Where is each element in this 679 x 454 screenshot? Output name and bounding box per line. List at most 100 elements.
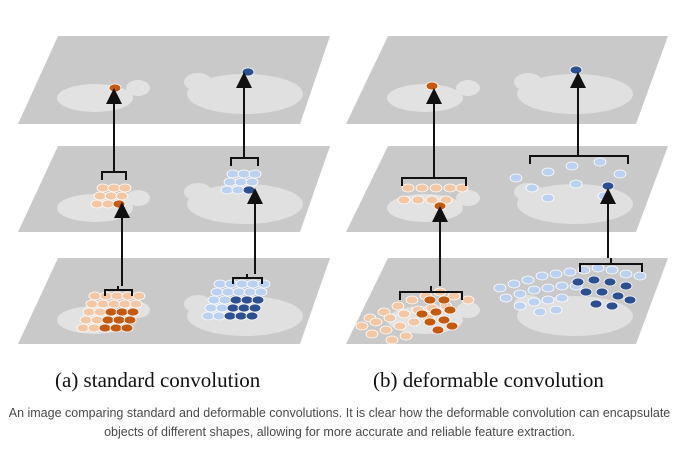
middle-point-blue	[231, 185, 245, 195]
bottom-point-blue	[254, 287, 268, 297]
middle-point-orange	[96, 183, 110, 193]
middle-point-orange	[112, 199, 126, 209]
bottom-point-blue	[245, 311, 259, 321]
middle-point-blue	[569, 179, 583, 189]
bottom-point-orange	[104, 307, 118, 317]
bracket-b-bot-orange	[399, 286, 463, 300]
bottom-point-blue	[213, 279, 227, 289]
bottom-point-orange	[98, 323, 112, 333]
bottom-point-blue	[619, 269, 633, 279]
middle-point-orange	[415, 183, 429, 193]
bottom-point-orange	[96, 299, 110, 309]
bottom-point-orange	[365, 329, 379, 339]
convolution-comparison-figure	[18, 36, 668, 345]
middle-point-orange	[104, 191, 118, 201]
bottom-point-orange	[132, 291, 146, 301]
bottom-point-orange	[123, 315, 137, 325]
bottom-point-blue-dark	[611, 291, 625, 301]
bottom-point-blue	[527, 285, 541, 295]
middle-point-blue	[237, 169, 251, 179]
bottom-point-orange-dark	[445, 321, 459, 331]
bottom-point-blue	[215, 303, 229, 313]
plane-a-bottom	[18, 258, 330, 344]
bottom-point-blue-dark	[589, 299, 603, 309]
plane-b-top	[346, 36, 668, 124]
middle-point-orange	[443, 183, 457, 193]
bottom-point-blue	[210, 287, 224, 297]
bottom-point-blue	[513, 301, 527, 311]
bottom-point-blue	[240, 295, 254, 305]
bottom-point-orange	[355, 321, 369, 331]
bottom-point-blue	[235, 279, 249, 289]
plane-a-middle	[18, 146, 330, 232]
middle-point-orange-center	[433, 201, 447, 211]
bottom-point-blue	[633, 271, 647, 281]
bottom-point-blue	[237, 303, 251, 313]
panel-b-sampling-points	[355, 65, 647, 345]
middle-point-blue	[234, 177, 248, 187]
bottom-point-orange	[126, 307, 140, 317]
bottom-point-blue	[243, 287, 257, 297]
bottom-point-orange	[393, 321, 407, 331]
bottom-point-orange	[377, 307, 391, 317]
middle-point-blue	[593, 157, 607, 167]
bottom-point-blue	[212, 311, 226, 321]
bottom-point-blue	[507, 279, 521, 289]
bottom-point-orange	[107, 299, 121, 309]
bottom-point-blue	[499, 293, 513, 303]
middle-point-orange	[90, 199, 104, 209]
bottom-point-blue	[234, 311, 248, 321]
bottom-point-blue-dark	[579, 287, 593, 297]
bracket-a-mid-blue	[230, 154, 259, 166]
bottom-point-blue	[591, 263, 605, 273]
bottom-point-blue	[257, 279, 271, 289]
bottom-point-orange	[110, 291, 124, 301]
output-point-orange	[108, 83, 122, 93]
middle-point-blue	[248, 169, 262, 179]
bottom-point-orange	[85, 299, 99, 309]
middle-point-orange	[401, 183, 415, 193]
figure-caption: An image comparing standard and deformab…	[8, 406, 671, 439]
bottom-point-blue	[555, 281, 569, 291]
middle-point-orange	[439, 195, 453, 205]
bottom-point-blue	[226, 303, 240, 313]
bottom-point-blue	[207, 295, 221, 305]
bottom-point-orange	[109, 323, 123, 333]
bottom-point-blue	[218, 295, 232, 305]
bottom-point-orange-dark	[437, 295, 451, 305]
bottom-point-blue-dark	[595, 287, 609, 297]
bottom-point-blue	[549, 269, 563, 279]
bottom-point-blue	[221, 287, 235, 297]
bottom-point-orange-dark	[443, 305, 457, 315]
bottom-point-blue	[605, 265, 619, 275]
bottom-point-blue-dark	[623, 295, 637, 305]
middle-point-orange	[429, 183, 443, 193]
bottom-point-orange	[379, 325, 393, 335]
middle-point-orange	[425, 195, 439, 205]
middle-point-orange	[93, 191, 107, 201]
panel-b-caption: (b) deformable convolution	[373, 368, 604, 392]
bottom-point-orange	[79, 315, 93, 325]
bottom-point-orange	[76, 323, 90, 333]
middle-point-orange	[118, 183, 132, 193]
bottom-point-blue	[521, 275, 535, 285]
bottom-point-blue-dark	[587, 275, 601, 285]
bottom-point-blue	[229, 295, 243, 305]
middle-point-blue	[220, 185, 234, 195]
bottom-point-orange	[397, 309, 411, 319]
bottom-point-orange-dark	[429, 307, 443, 317]
bottom-point-orange	[93, 307, 107, 317]
bottom-point-orange	[118, 299, 132, 309]
bottom-point-blue	[223, 311, 237, 321]
bottom-point-orange	[391, 301, 405, 311]
bottom-point-blue	[541, 295, 555, 305]
bottom-point-orange	[405, 295, 419, 305]
bottom-point-blue	[533, 307, 547, 317]
bottom-point-blue	[232, 287, 246, 297]
panel-standard	[18, 36, 330, 344]
bottom-point-blue-dark	[603, 277, 617, 287]
bottom-point-blue-dark	[605, 301, 619, 311]
bottom-point-blue-dark	[619, 281, 633, 291]
middle-point-orange	[411, 195, 425, 205]
middle-point-orange	[115, 191, 129, 201]
